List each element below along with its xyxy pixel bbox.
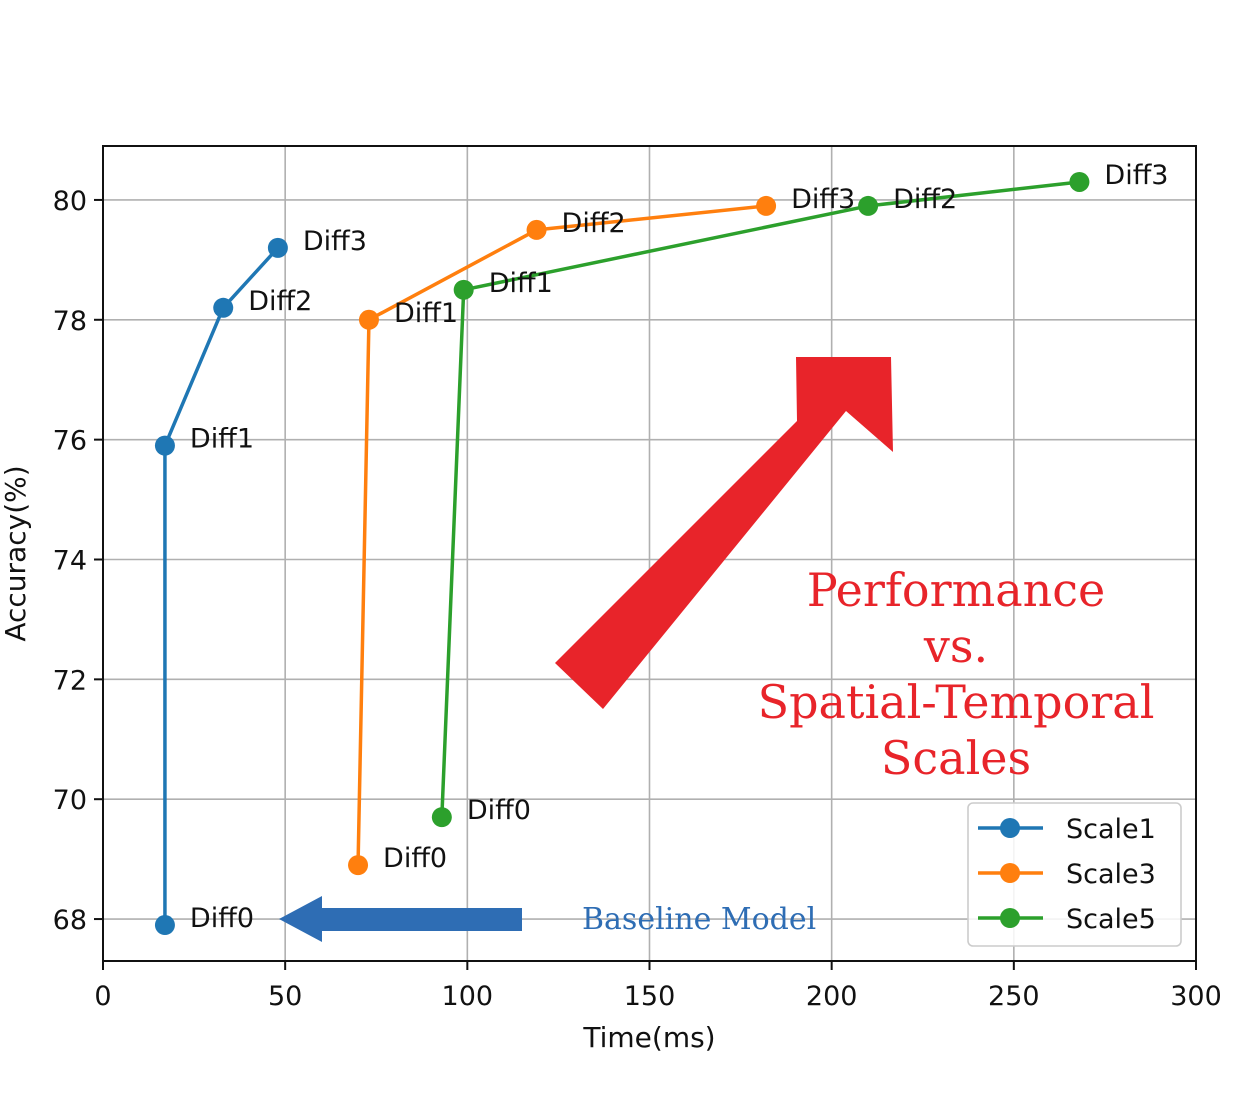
point-label: Diff2 <box>893 184 957 215</box>
point-label: Diff0 <box>467 795 531 826</box>
y-axis-label: Accuracy(%) <box>0 465 32 641</box>
data-point <box>348 855 369 876</box>
x-tick-label: 300 <box>1170 981 1222 1012</box>
performance-annotation-line: Spatial-Temporal <box>758 675 1155 729</box>
data-point <box>858 195 879 216</box>
performance-annotation-line: Performance <box>807 563 1105 617</box>
data-point <box>358 309 379 330</box>
point-label: Diff2 <box>562 208 626 239</box>
x-tick-label: 150 <box>624 981 676 1012</box>
data-point <box>431 807 452 828</box>
data-point <box>267 237 288 258</box>
data-point <box>453 279 474 300</box>
series-line-scale3 <box>356 204 767 866</box>
data-point <box>1069 171 1090 192</box>
x-tick-label: 200 <box>806 981 858 1012</box>
y-tick-label: 68 <box>53 905 87 936</box>
point-label: Diff2 <box>248 286 312 317</box>
point-label: Diff0 <box>383 843 447 874</box>
axes: 0 50 100 150 200 250 300 68 70 72 74 76 78 80 Time(ms)… <box>0 145 1222 1054</box>
data-point <box>526 219 547 240</box>
legend-label: Scale1 <box>1066 814 1156 845</box>
data-point <box>154 915 175 936</box>
legend-marker <box>1000 818 1020 838</box>
x-axis-label: Time(ms) <box>582 1021 715 1054</box>
point-label: Diff0 <box>190 903 254 934</box>
point-label: Diff3 <box>1104 160 1168 191</box>
x-tick-label: 100 <box>442 981 494 1012</box>
y-tick-label: 70 <box>53 785 87 816</box>
y-tick-label: 78 <box>53 306 87 337</box>
data-point <box>154 435 175 456</box>
y-tick-label: 80 <box>53 186 87 217</box>
grid <box>102 146 1197 961</box>
legend-marker <box>1000 908 1020 928</box>
legend-box <box>967 802 1182 947</box>
baseline-annotation: Baseline Model <box>582 902 816 937</box>
point-label: Diff1 <box>394 298 458 329</box>
y-tick-label: 76 <box>53 426 87 457</box>
performance-annotation-line: vs. <box>923 619 988 673</box>
legend-marker <box>1000 863 1020 883</box>
legend: Scale1 Scale3 Scale5 <box>967 802 1182 947</box>
x-tick-label: 0 <box>94 981 111 1012</box>
point-label: Diff3 <box>303 226 367 257</box>
y-tick-label: 74 <box>53 545 87 576</box>
legend-label: Scale3 <box>1066 859 1156 890</box>
series: Diff0 Diff1 Diff2 Diff3 Diff0 Diff1 Diff2 Diff3… <box>154 160 1168 936</box>
performance-annotation-line: Scales <box>881 731 1031 785</box>
performance-arrow <box>555 357 893 709</box>
y-tick-label: 72 <box>53 665 87 696</box>
x-tick-label: 250 <box>988 981 1040 1012</box>
baseline-arrow <box>279 896 522 942</box>
x-tick-label: 50 <box>268 981 302 1012</box>
point-label: Diff1 <box>190 424 254 455</box>
data-point <box>756 195 777 216</box>
series-line-scale1 <box>163 246 280 926</box>
series-line-scale5 <box>440 180 1080 818</box>
data-point <box>213 297 234 318</box>
point-label: Diff1 <box>489 268 553 299</box>
legend-label: Scale5 <box>1066 904 1156 935</box>
